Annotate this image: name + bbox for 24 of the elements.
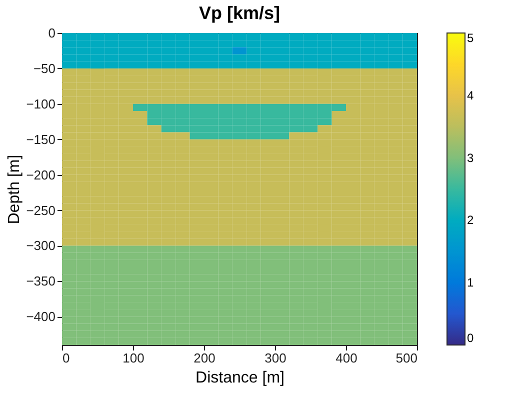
color-bar-label: 0: [467, 331, 474, 345]
x-tick-label: 500: [396, 350, 418, 366]
y-tick-label: −200: [26, 167, 56, 182]
x-tick-label: 200: [194, 350, 216, 366]
color-bar-label: 4: [467, 88, 474, 102]
y-axis-title: Depth [m]: [6, 154, 24, 224]
color-bar-label: 2: [467, 213, 474, 228]
y-tick-label: −50: [33, 60, 56, 76]
chart-title: Vp [km/s]: [198, 3, 280, 23]
y-tick-label: 0: [48, 26, 56, 40]
y-tick-label: −100: [26, 96, 56, 112]
x-tick-label: 400: [336, 350, 358, 366]
x-tick-label: 100: [122, 350, 144, 366]
color-bar-label: 3: [467, 150, 474, 165]
y-tick-label: −350: [26, 274, 56, 289]
x-tick-label: 300: [264, 350, 286, 366]
x-axis-title: Distance [m]: [196, 370, 284, 386]
color-bar-label: 1: [467, 276, 474, 290]
y-tick-label: −400: [26, 309, 56, 324]
x-tick-label: 0: [62, 350, 70, 366]
y-tick-label: −300: [26, 238, 56, 254]
color-bar-label: 5: [467, 31, 474, 45]
y-tick-label: −150: [26, 132, 56, 147]
y-tick-label: −250: [26, 202, 56, 218]
